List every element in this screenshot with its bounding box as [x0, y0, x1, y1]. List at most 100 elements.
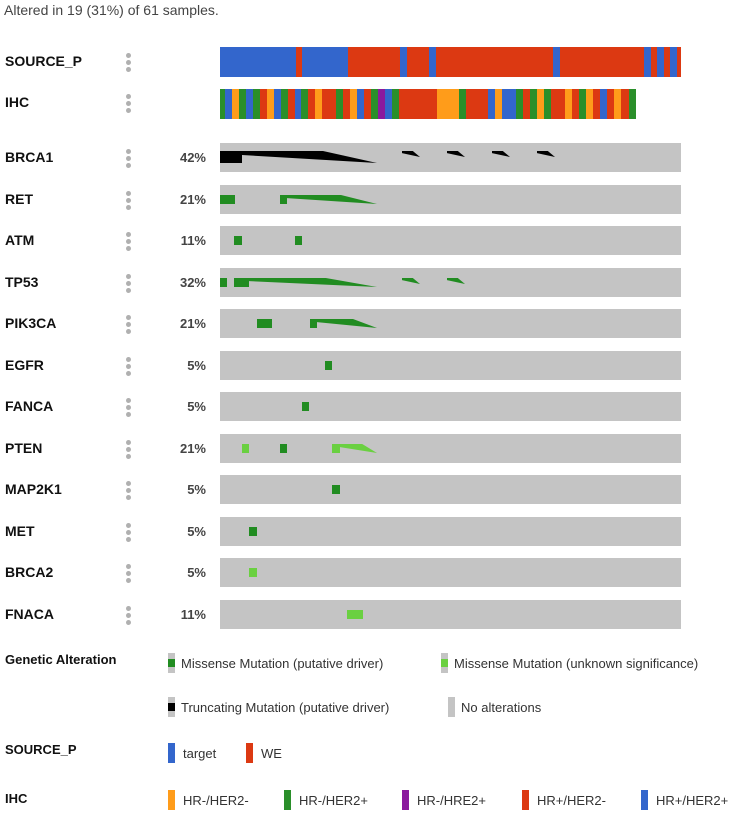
track-menu-atm-icon[interactable]: [124, 231, 132, 251]
alteration-mark-shape: [447, 151, 465, 157]
alteration-pct-tp53: 32%: [179, 275, 206, 290]
legend-missense-driver: Missense Mutation (putative driver): [168, 653, 383, 673]
hrpos-her2pos-swatch: [641, 790, 648, 810]
ihc-sample-cell: [579, 89, 586, 119]
alteration-mark: [447, 278, 465, 284]
ihc-sample-cell: [281, 89, 288, 119]
track-menu-tp53-icon[interactable]: [124, 273, 132, 293]
missense-unknown-swatch: [441, 653, 448, 673]
alteration-summary: Altered in 19 (31%) of 61 samples.: [4, 2, 219, 18]
oncoprint-row-ret: [220, 185, 681, 214]
track-label-source-p: SOURCE_P: [5, 53, 83, 69]
oncoprint-row-pik3ca: [220, 309, 681, 338]
legend-we-label: WE: [261, 745, 282, 761]
ihc-sample-cell: [301, 89, 308, 119]
oncoprint-row-fnaca: [220, 600, 681, 629]
alteration-mark-shape: [287, 195, 377, 204]
gene-label-fanca: FANCA: [5, 398, 54, 414]
ihc-sample-cell: [246, 89, 253, 119]
ihc-sample-cell: [350, 89, 357, 119]
alteration-pct-met: 5%: [187, 524, 206, 539]
track-menu-map2k1-icon[interactable]: [124, 480, 132, 500]
legend-hrneg-hre2pos: HR-/HRE2+: [402, 790, 486, 810]
gene-label-pten: PTEN: [5, 440, 43, 456]
alteration-mark: [340, 444, 377, 453]
ihc-sample-cell: [288, 89, 295, 119]
ihc-sample-cell: [267, 89, 274, 119]
alteration-pct-pik3ca: 21%: [179, 316, 206, 331]
ihc-sample-cell: [459, 89, 466, 119]
gene-label-atm: ATM: [5, 232, 35, 248]
no-alterations-swatch: [448, 697, 455, 717]
alteration-mark: [220, 195, 235, 204]
alteration-mark-shape: [340, 444, 377, 453]
alteration-mark: [325, 361, 332, 370]
ihc-sample-cell: [629, 89, 636, 119]
legend-truncating-label: Truncating Mutation (putative driver): [181, 699, 390, 715]
ihc-sample-cell: [614, 89, 621, 119]
track-menu-met-icon[interactable]: [124, 522, 132, 542]
gene-label-egfr: EGFR: [5, 357, 44, 373]
track-menu-egfr-icon[interactable]: [124, 356, 132, 376]
ihc-sample-cell: [607, 89, 614, 119]
alteration-pct-ret: 21%: [179, 192, 206, 207]
ihc-sample-cell: [544, 89, 551, 119]
legend-hrpos-her2pos: HR+/HER2+: [641, 790, 728, 810]
legend-title-ihc: IHC: [5, 791, 28, 806]
ihc-sample-cell: [586, 89, 593, 119]
alteration-mark: [332, 485, 340, 494]
track-menu-ihc-icon[interactable]: [124, 93, 132, 113]
alteration-mark: [220, 151, 242, 163]
ihc-sample-cell: [466, 89, 488, 119]
alteration-mark-shape: [537, 151, 555, 157]
legend-hrneg-her2neg: HR-/HER2-: [168, 790, 249, 810]
ihc-sample-cell: [495, 89, 502, 119]
ihc-sample-cell: [274, 89, 281, 119]
alteration-mark-shape: [402, 151, 420, 157]
we-swatch: [246, 743, 253, 763]
legend-truncating: Truncating Mutation (putative driver): [168, 697, 389, 717]
track-menu-pten-icon[interactable]: [124, 439, 132, 459]
track-menu-brca2-icon[interactable]: [124, 563, 132, 583]
ihc-sample-cell: [232, 89, 239, 119]
alteration-mark: [220, 278, 227, 287]
ihc-sample-cell: [315, 89, 322, 119]
oncoprint-row-brca2: [220, 558, 681, 587]
ihc-sample-cell: [399, 89, 437, 119]
alteration-mark: [280, 444, 287, 453]
alteration-mark: [492, 151, 510, 157]
legend-no-alterations: No alterations: [448, 697, 541, 717]
legend-we: WE: [246, 743, 282, 763]
ihc-sample-cell: [260, 89, 267, 119]
ihc-sample-cell: [392, 89, 399, 119]
track-menu-source-p-icon[interactable]: [124, 52, 132, 72]
missense-driver-swatch: [168, 653, 175, 673]
ihc-sample-cell: [488, 89, 495, 119]
gene-label-brca1: BRCA1: [5, 149, 54, 165]
ihc-sample-cell: [516, 89, 523, 119]
alteration-pct-pten: 21%: [179, 441, 206, 456]
track-menu-pik3ca-icon[interactable]: [124, 314, 132, 334]
hrneg-hre2pos-swatch: [402, 790, 409, 810]
legend-missense-driver-label: Missense Mutation (putative driver): [181, 655, 384, 671]
alteration-mark: [537, 151, 555, 157]
gene-label-met: MET: [5, 523, 35, 539]
alteration-mark: [310, 319, 317, 328]
alteration-pct-brca1: 42%: [179, 150, 206, 165]
gene-label-ret: RET: [5, 191, 33, 207]
legend-no-alterations-label: No alterations: [461, 699, 542, 715]
ihc-sample-cell: [537, 89, 544, 119]
track-menu-brca1-icon[interactable]: [124, 148, 132, 168]
target-swatch: [168, 743, 175, 763]
alteration-mark: [234, 236, 242, 245]
ihc-sample-cell: [385, 89, 392, 119]
track-menu-ret-icon[interactable]: [124, 190, 132, 210]
track-menu-fnaca-icon[interactable]: [124, 605, 132, 625]
legend-title-source-p: SOURCE_P: [5, 742, 77, 757]
alteration-mark: [447, 151, 465, 157]
alteration-mark-shape: [447, 278, 465, 284]
ihc-sample-cell: [220, 89, 225, 119]
ihc-sample-cell: [336, 89, 343, 119]
ihc-sample-cell: [600, 89, 607, 119]
track-menu-fanca-icon[interactable]: [124, 397, 132, 417]
